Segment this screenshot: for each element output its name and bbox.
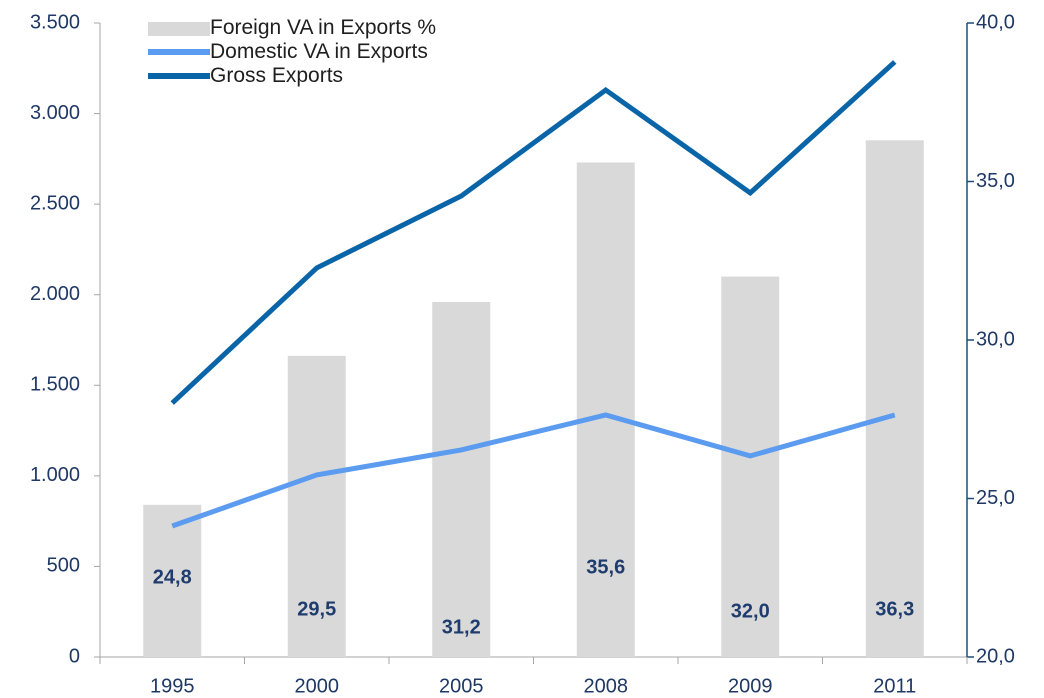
y-tick-label: 3.000 <box>30 102 80 124</box>
y-tick-label: 0 <box>69 645 80 667</box>
legend-item: Gross Exports <box>148 64 418 88</box>
legend-label: Foreign VA in Exports % <box>210 16 437 39</box>
y2-tick-label: 25,0 <box>976 487 1015 509</box>
bar <box>721 276 780 657</box>
bar <box>287 355 346 657</box>
data-label: 35,6 <box>586 556 625 578</box>
x-tick-label: 2009 <box>728 675 773 697</box>
x-tick-label: 1995 <box>150 675 195 697</box>
y-tick-label: 500 <box>47 555 80 577</box>
data-label: 29,5 <box>297 598 336 620</box>
y2-tick-label: 40,0 <box>976 11 1015 33</box>
x-tick-label: 2000 <box>295 675 340 697</box>
y-tick-label: 1.000 <box>30 464 80 486</box>
y-tick-label: 1.500 <box>30 374 80 396</box>
legend-item: Foreign VA in Exports % <box>148 16 436 40</box>
x-tick-label: 2005 <box>439 675 484 697</box>
bar <box>865 140 924 658</box>
y-tick-label: 3.500 <box>30 11 80 33</box>
y2-tick-label: 35,0 <box>976 170 1015 192</box>
data-label: 31,2 <box>442 616 481 638</box>
bar <box>432 301 491 657</box>
legend-swatch <box>148 73 210 79</box>
line <box>170 60 897 405</box>
legend-label: Domestic VA in Exports <box>210 40 428 63</box>
legend-label: Gross Exports <box>210 64 344 87</box>
y2-tick-label: 30,0 <box>976 328 1015 350</box>
bar <box>576 162 635 658</box>
legend-item: Domestic VA in Exports <box>148 40 428 64</box>
y-tick-label: 2.000 <box>30 283 80 305</box>
data-label: 24,8 <box>153 566 192 588</box>
x-tick-label: 2011 <box>873 675 916 697</box>
y-tick-label: 2.500 <box>30 192 80 214</box>
bar <box>143 504 202 657</box>
y2-tick-label: 20,0 <box>976 645 1015 667</box>
x-tick-label: 2008 <box>584 675 629 697</box>
data-label: 36,3 <box>875 598 914 620</box>
data-label: 32,0 <box>731 600 770 622</box>
legend-swatch <box>148 49 210 55</box>
line <box>171 412 896 529</box>
legend-swatch <box>148 22 210 36</box>
legend: Foreign VA in Exports % Domestic VA in Ex… <box>148 16 436 88</box>
